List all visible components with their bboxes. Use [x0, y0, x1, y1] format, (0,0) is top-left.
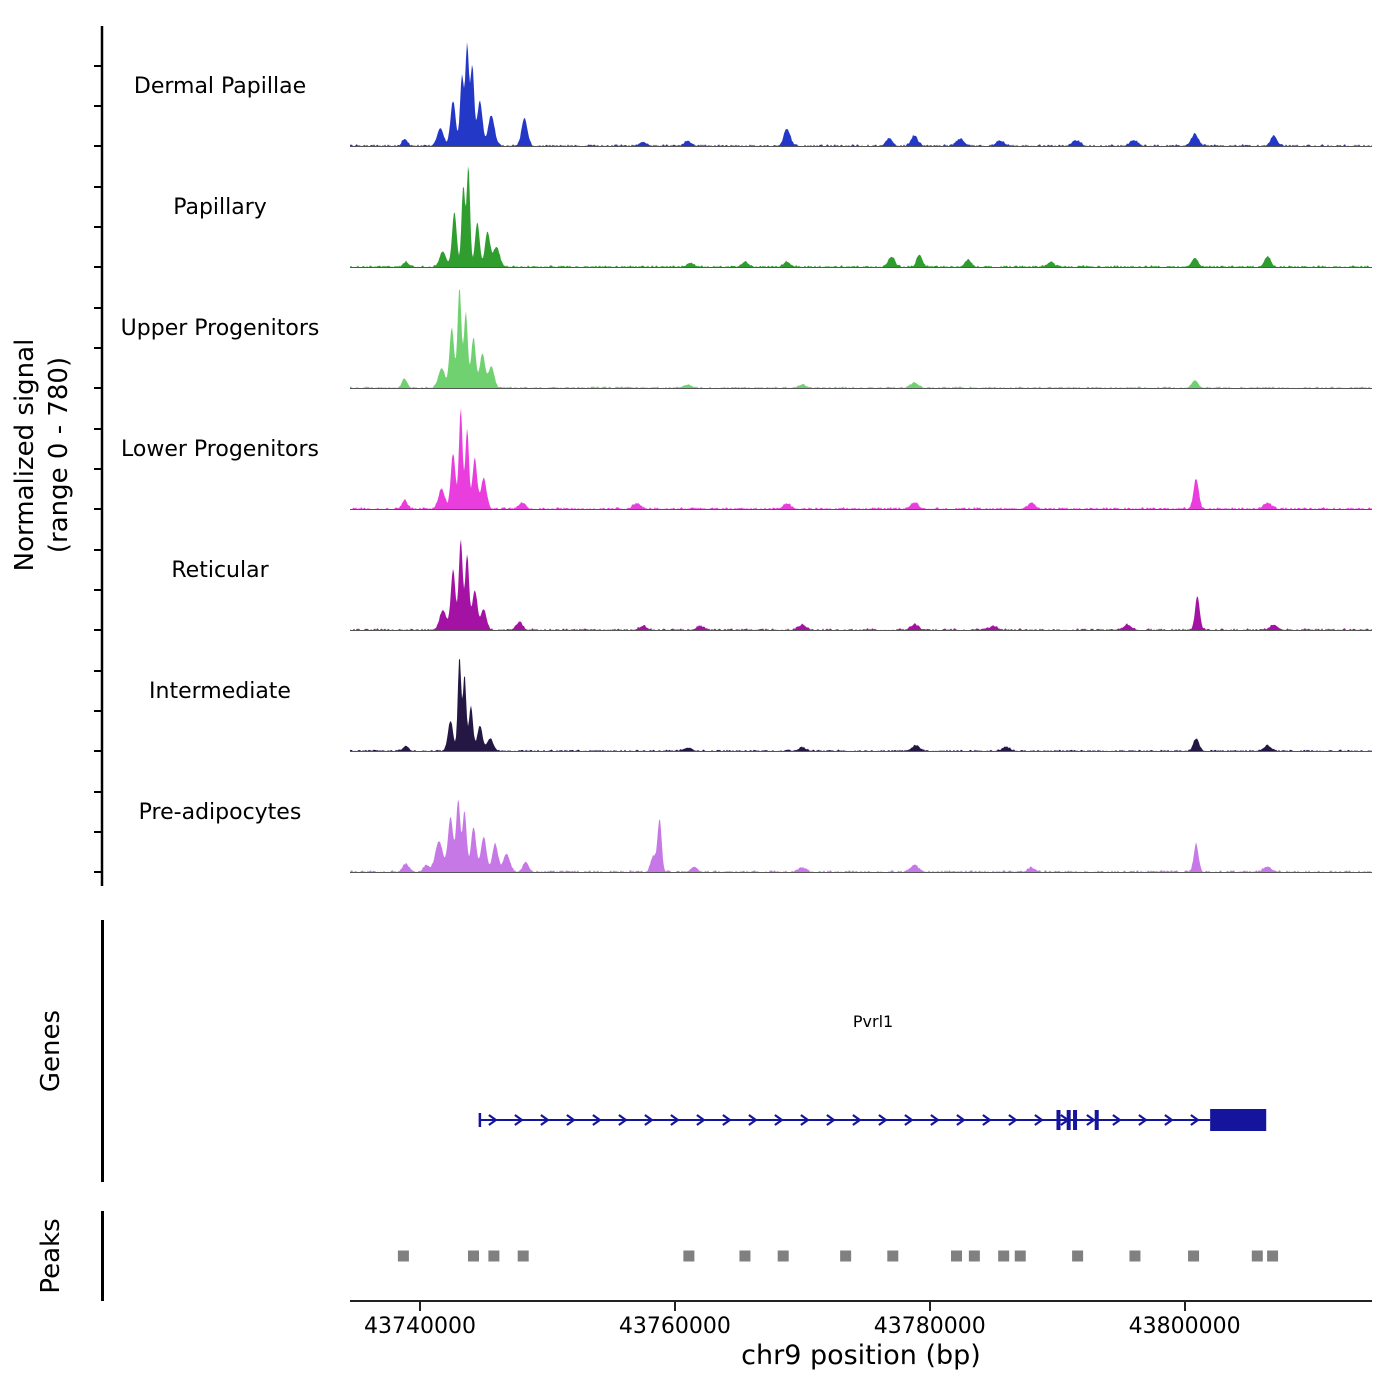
- genes-section-bracket: [101, 920, 104, 1182]
- signal-track-lower-progenitors: Lower Progenitors: [0, 390, 1400, 511]
- gene-model-pvrl1: [478, 1109, 1267, 1131]
- signal-area-upper-progenitors: [350, 289, 1372, 389]
- x-tick-label: 43760000: [618, 1314, 731, 1339]
- track-label: Upper Progenitors: [120, 316, 320, 342]
- x-tick-label: 43800000: [1128, 1314, 1241, 1339]
- signal-area-lower-progenitors: [350, 408, 1372, 510]
- x-axis-title: chr9 position (bp): [741, 1340, 981, 1371]
- signal-track-intermediate: Intermediate: [0, 632, 1400, 753]
- signal-track-reticular: Reticular: [0, 511, 1400, 632]
- signal-area-intermediate: [350, 659, 1372, 752]
- signal-track-pre-adipocytes: Pre-adipocytes: [0, 753, 1400, 874]
- x-tick-mark: [928, 1302, 931, 1311]
- x-tick-mark: [418, 1302, 421, 1311]
- track-label: Lower Progenitors: [121, 437, 319, 463]
- signal-y-axis: [94, 26, 104, 886]
- peaks-track: [397, 1250, 1279, 1262]
- peaks-section-label: Peaks: [36, 1218, 66, 1294]
- signal-area-dermal-papillae: [350, 42, 1372, 147]
- genes-section-label: Genes: [36, 1009, 66, 1093]
- peaks-section-bracket: [101, 1211, 104, 1301]
- track-label: Reticular: [171, 558, 269, 584]
- x-tick-mark: [673, 1302, 676, 1311]
- track-label: Papillary: [173, 195, 267, 221]
- x-axis-line: [350, 1300, 1372, 1302]
- gene-name-label: Pvrl1: [852, 1012, 894, 1031]
- signal-area-papillary: [350, 166, 1372, 268]
- track-label: Intermediate: [149, 679, 291, 705]
- x-tick-label: 43780000: [873, 1314, 986, 1339]
- x-tick-mark: [1183, 1302, 1186, 1311]
- signal-track-upper-progenitors: Upper Progenitors: [0, 269, 1400, 390]
- x-tick-label: 43740000: [363, 1314, 476, 1339]
- track-label: Dermal Papillae: [133, 74, 307, 100]
- signal-track-papillary: Papillary: [0, 148, 1400, 269]
- signal-area-pre-adipocytes: [350, 799, 1372, 873]
- signal-area-reticular: [350, 539, 1372, 631]
- track-label: Pre-adipocytes: [138, 800, 302, 826]
- signal-track-dermal-papillae: Dermal Papillae: [0, 27, 1400, 148]
